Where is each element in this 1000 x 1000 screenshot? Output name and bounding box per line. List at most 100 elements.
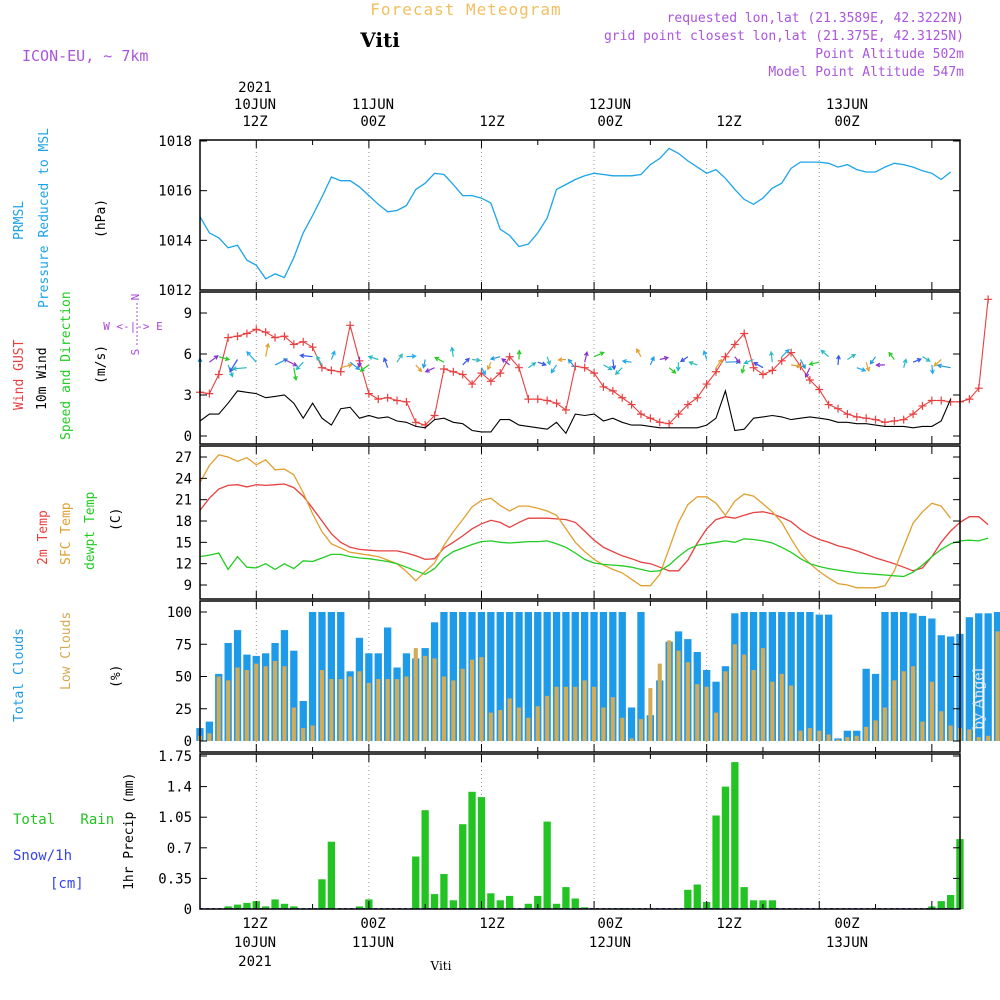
gust-point [599, 382, 608, 391]
rain-bar [768, 900, 776, 909]
low-cloud-bar [488, 712, 493, 741]
low-cloud-bar [432, 658, 437, 741]
wind-direction-arrow [856, 367, 867, 372]
low-cloud-bar [582, 680, 587, 741]
low-cloud-bar [516, 707, 521, 741]
y-tick-label: 0 [184, 429, 192, 445]
low-cloud-bar [620, 717, 625, 741]
low-cloud-bar [423, 655, 428, 741]
low-cloud-bar [554, 686, 559, 741]
wind-direction-arrow [649, 355, 655, 366]
low-cloud-bar [976, 737, 981, 741]
wind-unit-label: (m/s) [94, 345, 109, 384]
rain-bar [243, 902, 251, 909]
total-cloud-bar [871, 673, 880, 741]
wind-direction-arrow [734, 356, 741, 364]
low-cloud-bar [911, 666, 916, 741]
wind-direction-arrow [472, 357, 482, 363]
gust-point [346, 321, 355, 330]
wind-direction-arrow [550, 364, 558, 374]
total-cloud-bar [581, 612, 589, 741]
gust-point [712, 367, 721, 376]
gust-point [852, 412, 861, 421]
y-tick-label: 21 [175, 493, 192, 509]
wind-direction-arrow [489, 355, 501, 361]
temp-unit-label: (C) [109, 508, 124, 531]
wind-direction-arrow [912, 358, 922, 363]
top-time-label: 00Z [597, 114, 622, 130]
wind-direction-arrow [865, 362, 871, 372]
gust-point [730, 340, 739, 349]
low-cloud-bar [836, 739, 841, 741]
low-cloud-bar [282, 666, 287, 741]
wind-direction-arrow [359, 364, 370, 372]
total-cloud-bar [881, 612, 889, 741]
low-cloud-bar [216, 676, 221, 741]
wind-direction-arrow [284, 358, 298, 367]
wind-direction-arrow [265, 342, 270, 357]
low-cloud-bar [695, 684, 700, 741]
y-tick-label: 50 [175, 670, 192, 686]
rain-bar [318, 879, 326, 909]
wind-direction-arrow [299, 353, 313, 359]
total-cloud-bar [337, 612, 345, 741]
top-time-label: 00Z [360, 114, 385, 130]
tsfc-label: SFC Temp [59, 502, 74, 565]
rain-bar [496, 900, 504, 909]
wind-direction-arrow [769, 350, 774, 363]
grid-coords: grid point closest lon,lat (21.375E, 42.… [604, 29, 964, 44]
gust-point [740, 329, 749, 338]
low-cloud-bar [760, 648, 765, 741]
total-cloud-bar [590, 612, 598, 741]
wind-direction-arrow [808, 361, 820, 366]
low-cloud-bar [704, 686, 709, 741]
gust-point [402, 397, 411, 406]
bottom-date-label: 13JUN [826, 935, 868, 951]
wind-speed-line [199, 388, 952, 435]
low-cloud-bar [920, 721, 925, 741]
total-cloud-bar [299, 701, 307, 741]
gust-point [899, 415, 908, 424]
y-tick-label: 6 [184, 347, 192, 363]
total-cloud-bar [618, 612, 626, 741]
low-cloud-bar [451, 680, 456, 741]
wind-direction-arrow [740, 364, 746, 375]
low-cloud-bar [648, 688, 653, 741]
rain-bar [731, 762, 739, 909]
wind-direction-arrow [480, 367, 486, 376]
wind-direction-arrow [231, 366, 247, 372]
low-clouds-label: Low Clouds [59, 612, 74, 690]
gust-point [571, 362, 580, 371]
wind-direction-arrow [781, 348, 790, 358]
total-cloud-bar [290, 650, 298, 741]
top-time-axis: 2021 10JUN 12Z 11JUN 00Z 12Z 12JUN 00Z 1… [234, 80, 868, 130]
rain-bar [749, 900, 758, 909]
wind-direction-arrow [902, 358, 908, 368]
gust-point [918, 401, 927, 410]
wind-direction-arrow [383, 357, 389, 368]
gust-point [655, 418, 664, 427]
bottom-date-label: 11JUN [352, 935, 394, 951]
gust-point [843, 410, 852, 419]
rain-bar [224, 906, 232, 909]
total-cloud-bar [534, 612, 542, 741]
y-tick-label: 0.7 [167, 841, 192, 857]
rain-bar [477, 797, 486, 909]
y-tick-label: 1012 [158, 283, 192, 299]
snow-unit-label: [cm] [50, 876, 84, 892]
y-tick-label: 18 [175, 514, 192, 530]
gust-point [871, 415, 880, 424]
low-cloud-bar [629, 738, 634, 741]
wind-direction-arrow [557, 357, 566, 363]
gust-point [824, 400, 833, 409]
total-rain-label: Total Rain [13, 812, 114, 828]
low-cloud-bar [385, 679, 390, 741]
total-cloud-bar [449, 612, 457, 741]
low-cloud-bar [770, 681, 775, 741]
wind-direction-arrow [869, 356, 877, 365]
wind-direction-arrow [501, 358, 510, 366]
gust-point [308, 343, 317, 352]
rain-bar [233, 904, 242, 909]
gust-point [627, 400, 636, 409]
y-tick-label: 1018 [158, 134, 192, 150]
